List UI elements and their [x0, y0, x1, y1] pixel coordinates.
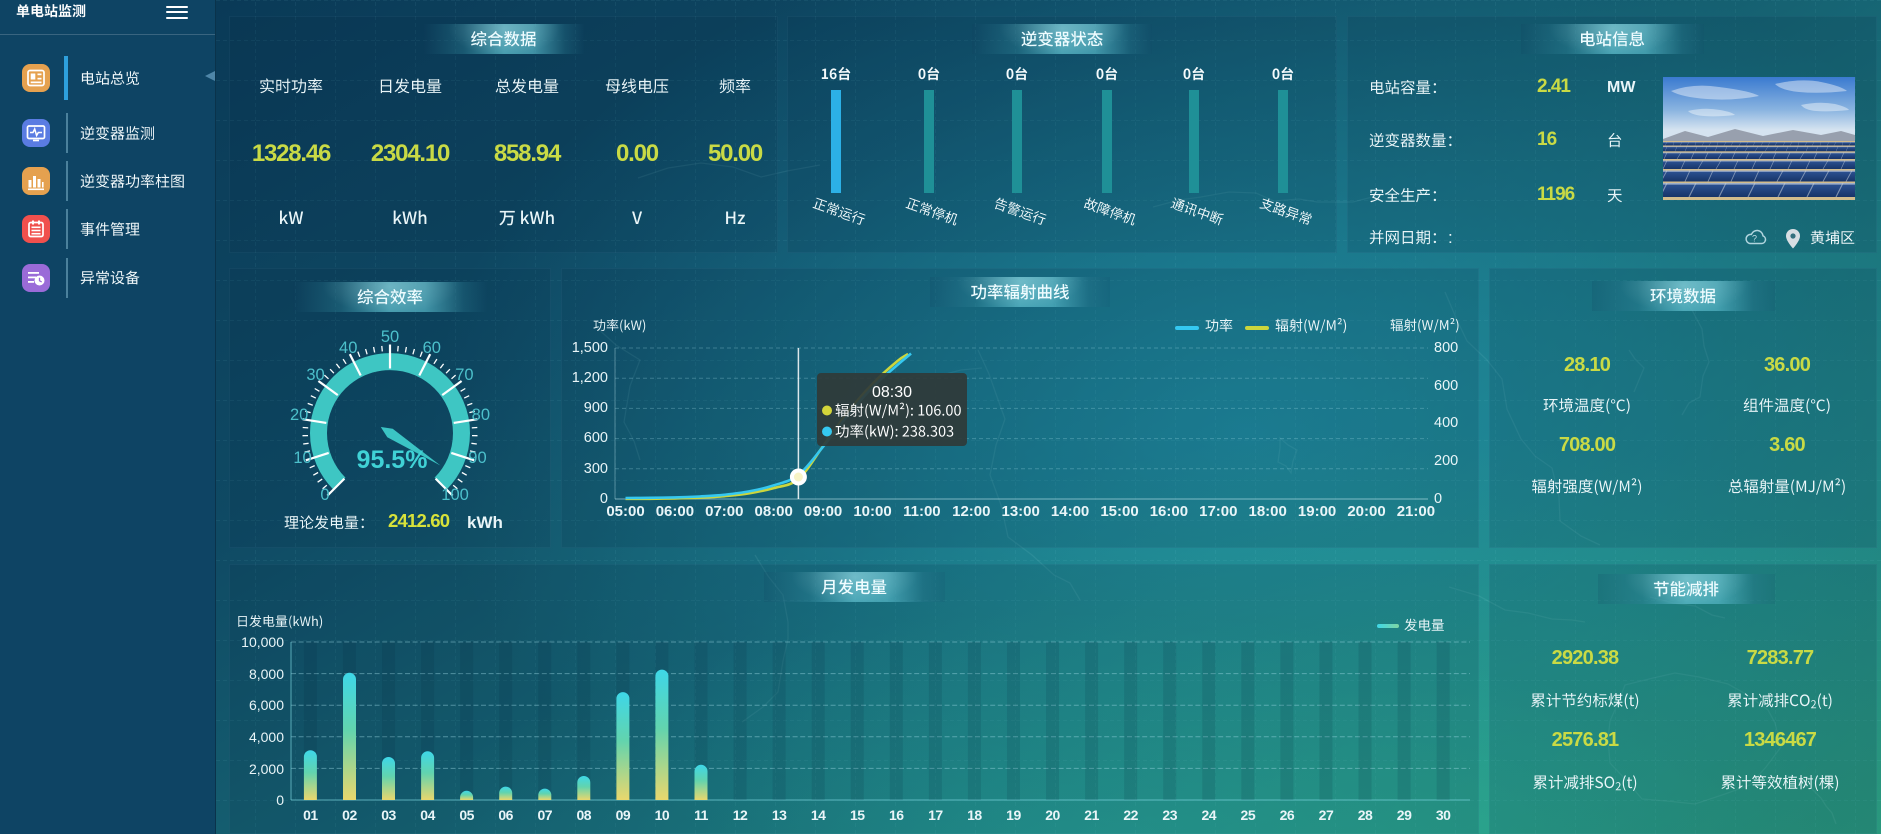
svg-text:?: ? [1752, 234, 1757, 244]
